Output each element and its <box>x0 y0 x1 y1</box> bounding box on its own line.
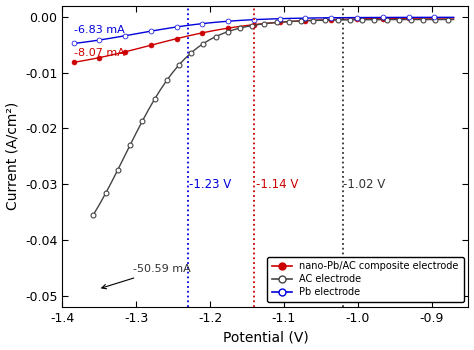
Text: -50.59 mA: -50.59 mA <box>102 264 191 289</box>
Text: -8.07 mA: -8.07 mA <box>73 48 124 58</box>
Y-axis label: Current (A/cm²): Current (A/cm²) <box>6 102 19 210</box>
X-axis label: Potential (V): Potential (V) <box>223 330 308 344</box>
Text: -6.83 mA: -6.83 mA <box>73 25 124 35</box>
Legend: nano-Pb/AC composite electrode, AC electrode, Pb electrode: nano-Pb/AC composite electrode, AC elect… <box>267 257 464 302</box>
Text: -1.23 V: -1.23 V <box>190 178 232 191</box>
Text: -1.02 V: -1.02 V <box>343 178 385 191</box>
Text: -1.14 V: -1.14 V <box>256 178 298 191</box>
